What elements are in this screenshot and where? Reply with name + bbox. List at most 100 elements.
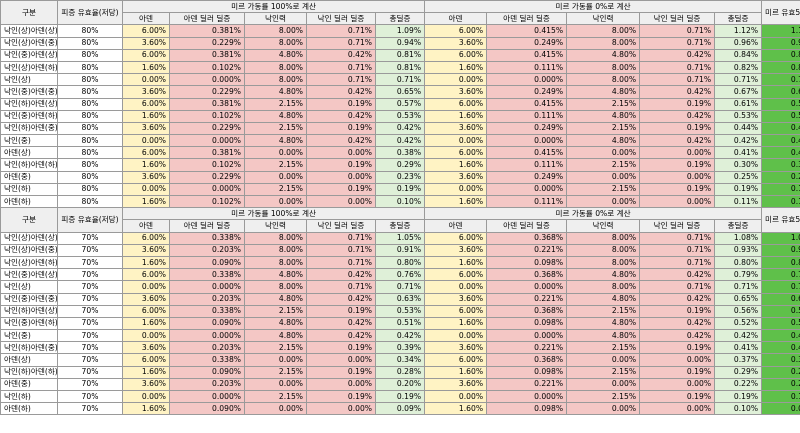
header-section-0[interactable]: 미르 가동률 0%로 계산 — [424, 0, 763, 14]
cell-0-g[interactable]: 0.000% — [486, 280, 568, 294]
cell-0-g[interactable]: 0.098% — [486, 255, 568, 270]
cell-100-d[interactable]: 0.00% — [306, 170, 376, 184]
row-label[interactable]: 낙인(중) — [0, 134, 58, 148]
column-header[interactable]: 아덴 딜러 딜증 — [169, 12, 245, 26]
cell-100-a[interactable]: 3.60% — [122, 121, 170, 136]
cell-100-e[interactable]: 0.51% — [374, 316, 426, 331]
row-ratio[interactable]: 80% — [57, 158, 123, 172]
row-ratio[interactable]: 70% — [57, 316, 123, 331]
cell-100-d[interactable]: 0.00% — [306, 377, 376, 392]
cell-0-j[interactable]: 0.41% — [714, 341, 763, 355]
cell-0-g[interactable]: 0.221% — [486, 292, 568, 306]
cell-50[interactable]: 0.40% — [761, 341, 800, 355]
cell-0-i[interactable]: 0.42% — [639, 48, 716, 62]
header-section-0[interactable]: 미르 가동률 0%로 계산 — [424, 207, 763, 221]
cell-0-h[interactable]: 8.00% — [566, 24, 641, 38]
cell-50[interactable]: 0.78% — [761, 268, 800, 282]
row-label[interactable]: 아덴(중) — [0, 377, 58, 392]
cell-0-i[interactable]: 0.71% — [639, 243, 716, 257]
cell-50[interactable]: 0.71% — [761, 280, 800, 294]
cell-0-j[interactable]: 1.12% — [714, 24, 763, 38]
cell-50[interactable]: 0.43% — [761, 121, 800, 136]
cell-100-c[interactable]: 8.00% — [244, 24, 307, 38]
cell-100-d[interactable]: 0.00% — [306, 194, 376, 209]
row-label[interactable]: 낙인(하)아덴(하) — [0, 158, 58, 172]
row-ratio[interactable]: 80% — [57, 73, 123, 87]
cell-100-b[interactable]: 0.229% — [169, 36, 245, 50]
cell-0-i[interactable]: 0.00% — [639, 146, 716, 160]
cell-100-e[interactable]: 0.71% — [374, 280, 426, 294]
cell-100-b[interactable]: 0.102% — [169, 158, 245, 172]
row-label[interactable]: 낙인(하)아덴(하) — [0, 365, 58, 379]
cell-0-f[interactable]: 1.60% — [424, 402, 488, 416]
cell-0-h[interactable]: 0.00% — [566, 146, 641, 160]
cell-100-e[interactable]: 0.91% — [374, 243, 426, 257]
cell-50[interactable]: 0.52% — [761, 316, 800, 331]
row-label[interactable]: 아덴(하) — [0, 194, 58, 209]
cell-100-e[interactable]: 0.63% — [374, 292, 426, 306]
cell-100-b[interactable]: 0.381% — [169, 146, 245, 160]
cell-100-e[interactable]: 0.39% — [374, 341, 426, 355]
cell-100-a[interactable]: 3.60% — [122, 36, 170, 50]
cell-0-f[interactable]: 6.00% — [424, 353, 488, 367]
cell-100-c[interactable]: 4.80% — [244, 292, 307, 306]
cell-100-d[interactable]: 0.19% — [306, 182, 376, 197]
cell-0-h[interactable]: 2.15% — [566, 97, 641, 111]
cell-0-h[interactable]: 0.00% — [566, 170, 641, 184]
row-label[interactable]: 아덴(상) — [0, 146, 58, 160]
cell-0-h[interactable]: 2.15% — [566, 158, 641, 172]
cell-100-b[interactable]: 0.381% — [169, 97, 245, 111]
cell-100-a[interactable]: 3.60% — [122, 243, 170, 257]
row-label[interactable]: 아덴(중) — [0, 170, 58, 184]
cell-100-d[interactable]: 0.42% — [306, 268, 376, 282]
header-section-100[interactable]: 미르 가동률 100%로 계산 — [121, 207, 426, 221]
cell-0-j[interactable]: 0.42% — [714, 329, 763, 343]
cell-100-e[interactable]: 0.53% — [374, 109, 426, 123]
cell-0-g[interactable]: 0.249% — [486, 36, 568, 50]
cell-0-h[interactable]: 2.15% — [566, 365, 641, 379]
row-ratio[interactable]: 80% — [57, 194, 123, 209]
cell-50[interactable]: 0.35% — [761, 353, 800, 367]
cell-100-a[interactable]: 0.00% — [122, 329, 170, 343]
cell-100-d[interactable]: 0.19% — [306, 97, 376, 111]
row-label[interactable]: 낙인(상)아덴(하) — [0, 255, 58, 270]
cell-100-e[interactable]: 0.53% — [374, 304, 426, 318]
row-label[interactable]: 낙인(상)아덴(상) — [0, 231, 58, 245]
cell-0-f[interactable]: 6.00% — [424, 268, 488, 282]
cell-0-h[interactable]: 4.80% — [566, 316, 641, 331]
cell-100-c[interactable]: 8.00% — [244, 231, 307, 245]
cell-100-d[interactable]: 0.71% — [306, 280, 376, 294]
cell-0-f[interactable]: 3.60% — [424, 341, 488, 355]
cell-100-a[interactable]: 0.00% — [122, 73, 170, 87]
cell-0-g[interactable]: 0.368% — [486, 231, 568, 245]
cell-0-j[interactable]: 0.41% — [714, 146, 763, 160]
cell-0-g[interactable]: 0.415% — [486, 97, 568, 111]
cell-0-j[interactable]: 0.67% — [714, 85, 763, 99]
cell-0-g[interactable]: 0.415% — [486, 24, 568, 38]
cell-100-a[interactable]: 6.00% — [122, 231, 170, 245]
cell-100-e[interactable]: 0.29% — [374, 158, 426, 172]
cell-0-i[interactable]: 0.42% — [639, 329, 716, 343]
cell-100-d[interactable]: 0.42% — [306, 48, 376, 62]
row-label[interactable]: 낙인(하)아덴(상) — [0, 97, 58, 111]
column-header[interactable]: 총딜증 — [714, 219, 763, 233]
cell-100-e[interactable]: 0.23% — [374, 170, 426, 184]
column-header[interactable]: 낙인 딜러 딜증 — [306, 12, 376, 26]
cell-0-j[interactable]: 0.19% — [714, 182, 763, 197]
cell-100-e[interactable]: 0.57% — [374, 97, 426, 111]
cell-0-h[interactable]: 2.15% — [566, 341, 641, 355]
cell-100-d[interactable]: 0.19% — [306, 158, 376, 172]
cell-100-d[interactable]: 0.19% — [306, 389, 376, 404]
cell-100-a[interactable]: 3.60% — [122, 85, 170, 99]
cell-50[interactable]: 0.30% — [761, 158, 800, 172]
cell-100-d[interactable]: 0.71% — [306, 243, 376, 257]
cell-100-c[interactable]: 8.00% — [244, 255, 307, 270]
cell-100-e[interactable]: 0.42% — [374, 121, 426, 136]
row-ratio[interactable]: 80% — [57, 60, 123, 75]
cell-100-d[interactable]: 0.19% — [306, 365, 376, 379]
cell-100-b[interactable]: 0.090% — [169, 402, 245, 416]
cell-100-a[interactable]: 1.60% — [122, 316, 170, 331]
cell-0-h[interactable]: 4.80% — [566, 109, 641, 123]
cell-0-h[interactable]: 4.80% — [566, 292, 641, 306]
cell-0-f[interactable]: 0.00% — [424, 389, 488, 404]
